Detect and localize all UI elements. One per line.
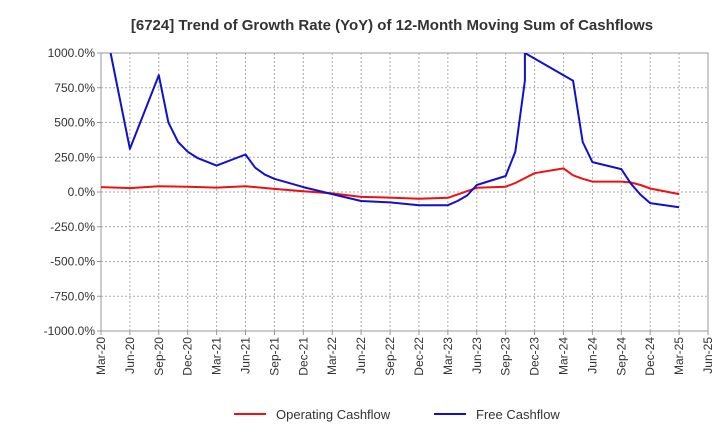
x-tick-label: Mar-21	[210, 337, 224, 375]
y-tick-label: 500.0%	[54, 116, 95, 130]
x-tick-label: Jun-23	[470, 337, 484, 374]
x-tick-label: Jun-20	[123, 337, 137, 374]
x-tick-label: Sep-21	[267, 337, 281, 376]
x-tick-label: Dec-20	[181, 337, 195, 376]
x-tick-label: Mar-20	[94, 337, 108, 375]
x-tick-label: Jun-25	[701, 337, 715, 374]
series-lines	[101, 53, 680, 209]
x-tick-label: Sep-24	[614, 337, 628, 376]
x-tick-label: Sep-20	[152, 337, 166, 376]
y-tick-label: 750.0%	[54, 81, 95, 95]
chart-legend: Operating Cashflow Free Cashflow	[234, 407, 560, 422]
chart-grid	[100, 52, 709, 332]
x-tick-label: Dec-21	[296, 337, 310, 376]
x-tick-label: Dec-24	[643, 337, 657, 376]
y-tick-label: 1000.0%	[48, 46, 96, 60]
legend-label: Operating Cashflow	[276, 407, 391, 422]
series-line-operating-cashflow	[101, 167, 680, 200]
x-tick-label: Jun-24	[585, 337, 599, 374]
chart-title: [6724] Trend of Growth Rate (YoY) of 12-…	[131, 17, 653, 34]
y-tick-label: -500.0%	[50, 255, 95, 269]
x-tick-label: Dec-23	[528, 337, 542, 376]
series-line-free-cashflow	[109, 53, 680, 209]
x-tick-label: Dec-22	[412, 337, 426, 376]
x-tick-label: Mar-25	[672, 337, 686, 375]
plot-area-border	[100, 52, 709, 332]
y-tick-label: -1000.0%	[44, 324, 96, 338]
x-tick-label: Mar-22	[325, 337, 339, 375]
x-tick-label: Jun-21	[239, 337, 253, 374]
x-tick-label: Sep-22	[383, 337, 397, 376]
x-axis-ticks: Mar-20 Jun-20 Sep-20 Dec-20 Mar-21 Jun-21 Sep-…	[94, 331, 715, 376]
x-tick-label: Mar-24	[556, 337, 570, 375]
legend-label: Free Cashflow	[476, 407, 560, 422]
y-tick-label: 0.0%	[68, 185, 96, 199]
x-tick-label: Sep-23	[499, 337, 513, 376]
y-tick-label: 250.0%	[54, 150, 95, 164]
x-tick-label: Mar-23	[441, 337, 455, 375]
y-axis-ticks: 1000.0% 750.0% 500.0% 250.0% 0.0% -250.0% -500…	[44, 46, 101, 338]
x-tick-label: Jun-22	[354, 337, 368, 374]
y-tick-label: -750.0%	[50, 289, 95, 303]
y-tick-label: -250.0%	[50, 220, 95, 234]
